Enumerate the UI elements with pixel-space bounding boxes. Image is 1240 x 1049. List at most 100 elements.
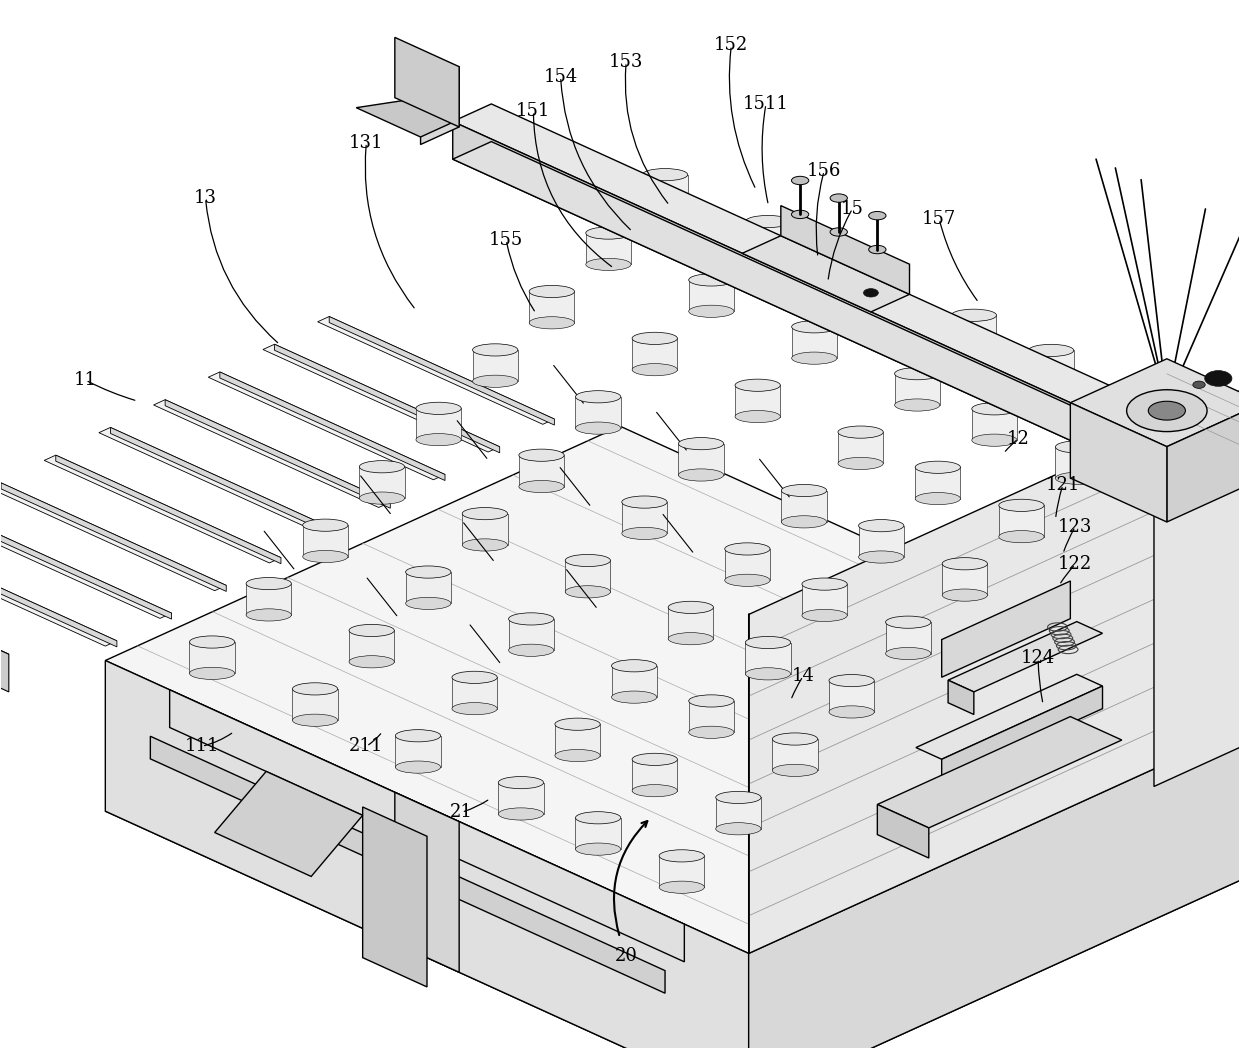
Polygon shape	[0, 616, 9, 660]
Polygon shape	[949, 680, 973, 714]
Polygon shape	[415, 408, 461, 440]
Polygon shape	[165, 400, 391, 509]
Text: 156: 156	[807, 162, 841, 179]
Polygon shape	[838, 432, 883, 464]
Polygon shape	[518, 455, 564, 487]
Polygon shape	[263, 344, 500, 452]
Text: 123: 123	[1058, 517, 1092, 536]
Polygon shape	[394, 792, 459, 972]
Ellipse shape	[463, 539, 507, 551]
Polygon shape	[150, 736, 665, 993]
Polygon shape	[348, 630, 394, 662]
Ellipse shape	[885, 647, 931, 660]
Ellipse shape	[678, 469, 724, 481]
Polygon shape	[878, 805, 929, 858]
Polygon shape	[190, 642, 234, 673]
Ellipse shape	[303, 551, 348, 562]
Ellipse shape	[688, 274, 734, 286]
Ellipse shape	[660, 881, 704, 894]
Ellipse shape	[951, 309, 997, 321]
Polygon shape	[575, 397, 621, 428]
Polygon shape	[0, 511, 171, 619]
Polygon shape	[743, 236, 909, 312]
Polygon shape	[453, 104, 1231, 458]
Ellipse shape	[518, 480, 564, 493]
Text: 154: 154	[543, 68, 578, 86]
Ellipse shape	[791, 176, 808, 185]
Text: 20: 20	[615, 946, 637, 964]
Ellipse shape	[942, 558, 987, 570]
Ellipse shape	[951, 341, 997, 352]
Polygon shape	[0, 538, 117, 646]
Polygon shape	[632, 339, 677, 369]
Text: 152: 152	[714, 37, 749, 55]
Ellipse shape	[565, 585, 610, 598]
Ellipse shape	[715, 791, 761, 804]
Ellipse shape	[781, 485, 827, 496]
Polygon shape	[688, 701, 734, 732]
Ellipse shape	[348, 656, 394, 668]
Polygon shape	[575, 818, 621, 849]
Ellipse shape	[632, 364, 677, 376]
Ellipse shape	[869, 212, 887, 220]
Ellipse shape	[498, 776, 543, 789]
Text: 111: 111	[185, 737, 219, 755]
Polygon shape	[749, 720, 1240, 1049]
Polygon shape	[356, 99, 459, 137]
Polygon shape	[293, 689, 337, 721]
Ellipse shape	[863, 288, 878, 297]
Ellipse shape	[745, 668, 791, 680]
Polygon shape	[56, 455, 281, 563]
Ellipse shape	[508, 644, 554, 657]
Ellipse shape	[451, 671, 497, 684]
Polygon shape	[1167, 403, 1240, 522]
Polygon shape	[941, 686, 1102, 782]
Ellipse shape	[498, 808, 543, 820]
Polygon shape	[781, 491, 827, 521]
Text: 157: 157	[923, 210, 956, 228]
Ellipse shape	[472, 376, 518, 387]
Ellipse shape	[972, 403, 1017, 415]
Ellipse shape	[668, 633, 713, 645]
Ellipse shape	[529, 317, 574, 329]
Ellipse shape	[472, 344, 518, 356]
Ellipse shape	[360, 461, 404, 473]
Ellipse shape	[688, 305, 734, 318]
Ellipse shape	[972, 434, 1017, 446]
Polygon shape	[858, 526, 904, 557]
Ellipse shape	[575, 812, 621, 823]
Ellipse shape	[802, 609, 847, 621]
Ellipse shape	[575, 390, 621, 403]
Ellipse shape	[773, 733, 817, 745]
Polygon shape	[0, 483, 226, 591]
Ellipse shape	[830, 228, 847, 236]
Polygon shape	[1070, 403, 1167, 522]
Ellipse shape	[942, 588, 987, 601]
Polygon shape	[998, 506, 1044, 537]
Ellipse shape	[360, 492, 404, 505]
Polygon shape	[219, 372, 445, 480]
Ellipse shape	[1028, 344, 1074, 357]
Ellipse shape	[396, 761, 440, 773]
Ellipse shape	[405, 566, 451, 578]
Ellipse shape	[1028, 376, 1074, 388]
Ellipse shape	[745, 247, 791, 259]
Polygon shape	[894, 373, 940, 405]
Ellipse shape	[575, 843, 621, 855]
Polygon shape	[749, 380, 1240, 954]
Polygon shape	[472, 350, 518, 381]
Polygon shape	[0, 538, 117, 647]
Ellipse shape	[688, 726, 734, 738]
Polygon shape	[208, 372, 445, 479]
Ellipse shape	[293, 683, 337, 695]
Ellipse shape	[585, 227, 631, 239]
Polygon shape	[848, 269, 894, 300]
Polygon shape	[170, 690, 684, 962]
Ellipse shape	[246, 608, 291, 621]
Ellipse shape	[565, 555, 610, 566]
Polygon shape	[621, 502, 667, 533]
Ellipse shape	[802, 578, 847, 591]
Ellipse shape	[724, 542, 770, 555]
Ellipse shape	[668, 601, 713, 614]
Ellipse shape	[508, 613, 554, 625]
